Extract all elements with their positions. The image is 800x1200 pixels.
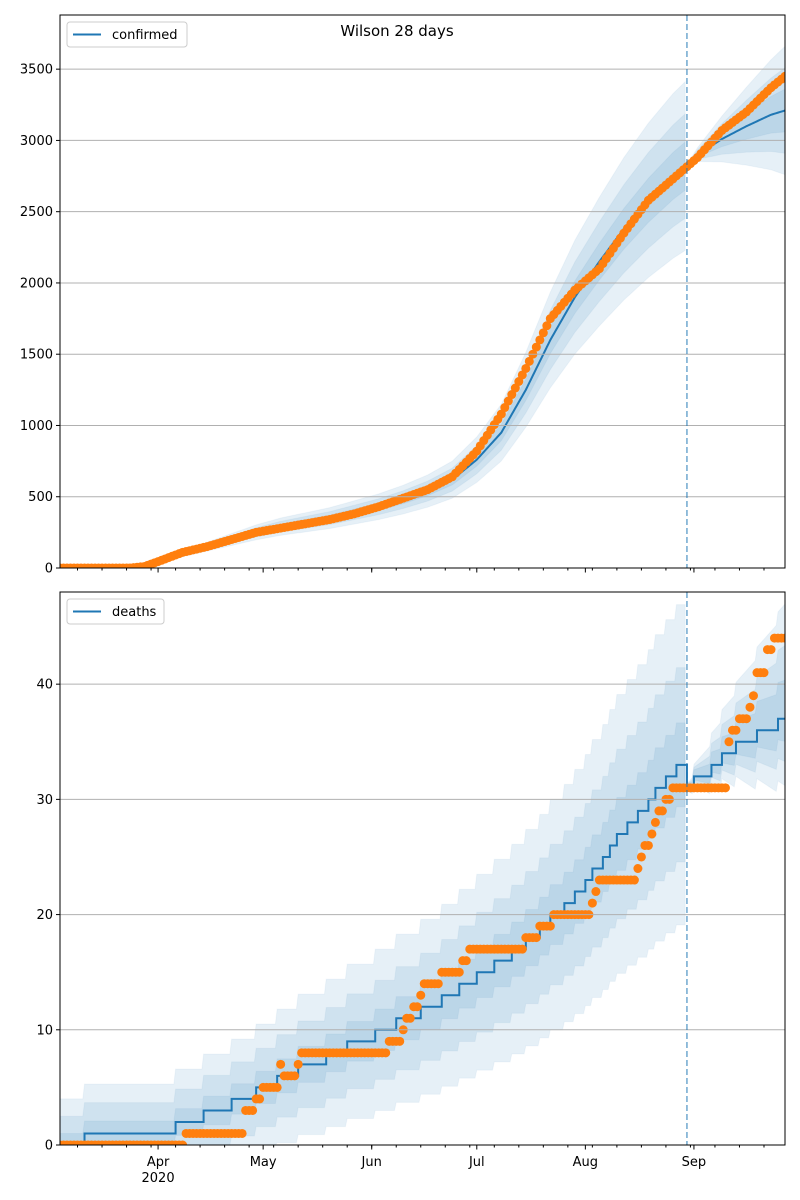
chart-title: Wilson 28 days xyxy=(340,22,454,40)
observed-point xyxy=(381,1048,391,1058)
y-tick-label: 500 xyxy=(28,490,53,505)
y-tick-label: 40 xyxy=(36,678,53,693)
y-tick-label: 0 xyxy=(45,1139,53,1154)
observed-point xyxy=(643,840,653,850)
observed-point xyxy=(178,1140,188,1145)
observed-point xyxy=(416,990,426,1000)
observed-point xyxy=(395,1036,405,1046)
observed-point xyxy=(633,864,643,873)
observed-point xyxy=(542,321,552,331)
observed-point xyxy=(741,714,751,724)
observed-point xyxy=(780,633,785,643)
panel-confirmed: 0 500 1000 1500 2000 2500 3000 3500 confirmed xyxy=(20,14,786,577)
confidence-band-1 xyxy=(60,112,686,568)
observed-point xyxy=(531,933,541,943)
observed-point xyxy=(731,725,741,735)
observed-point xyxy=(766,645,776,655)
y-tick-label: 1000 xyxy=(20,419,53,434)
x-tick-label: May xyxy=(250,1155,277,1170)
plot-area xyxy=(60,603,785,1145)
observed-point xyxy=(636,852,646,862)
observed-point xyxy=(724,737,734,747)
observed-point xyxy=(629,875,639,885)
observed-point xyxy=(237,1128,247,1138)
legend-box xyxy=(66,598,165,625)
x-tick-label: Jul xyxy=(468,1155,485,1170)
y-tick-label: 3500 xyxy=(20,63,53,78)
observed-point xyxy=(535,335,545,345)
observed-point xyxy=(647,829,657,839)
x-tick-year-label: 2020 xyxy=(142,1171,175,1186)
x-tick-label: Aug xyxy=(573,1155,598,1170)
observed-point xyxy=(454,967,464,977)
legend-label: deaths xyxy=(112,605,157,620)
observed-point xyxy=(545,921,555,931)
observed-point xyxy=(290,1071,300,1081)
y-tick-label: 0 xyxy=(45,562,53,577)
observed-point xyxy=(524,356,534,366)
confidence-band-0 xyxy=(686,679,785,792)
confidence-band-0 xyxy=(60,722,686,1145)
y-tick-label: 2000 xyxy=(20,276,53,291)
observed-point xyxy=(517,944,527,954)
y-tick-label: 10 xyxy=(36,1023,53,1038)
observed-point xyxy=(587,898,597,908)
observed-point xyxy=(538,328,548,338)
observed-point xyxy=(748,691,758,701)
legend-box xyxy=(66,21,188,48)
observed-point xyxy=(293,1059,303,1069)
confidence-band-2 xyxy=(60,80,686,568)
observed-point xyxy=(780,71,785,81)
plot-area xyxy=(60,45,785,568)
x-tick-label: Jun xyxy=(361,1155,382,1170)
observed-point xyxy=(405,1013,415,1023)
x-tick-label: Apr xyxy=(147,1155,170,1170)
observed-point xyxy=(759,668,769,678)
observed-point xyxy=(521,363,531,373)
confidence-band-2 xyxy=(60,604,686,1145)
y-tick-label: 20 xyxy=(36,908,53,923)
observed-point xyxy=(745,702,755,712)
y-tick-label: 30 xyxy=(36,793,53,808)
observed-point xyxy=(412,1002,422,1012)
observed-point xyxy=(248,1105,258,1115)
observed-point xyxy=(531,342,541,352)
axes-frame xyxy=(59,591,786,1146)
axes-frame xyxy=(59,14,786,569)
observed-point xyxy=(461,956,471,966)
observed-point xyxy=(276,1059,286,1069)
y-tick-label: 2500 xyxy=(20,205,53,220)
observed-point xyxy=(720,783,730,793)
observed-point xyxy=(433,979,443,989)
y-tick-label: 3000 xyxy=(20,134,53,149)
observed-point xyxy=(272,1082,282,1092)
legend-label: confirmed xyxy=(112,28,178,43)
observed-point xyxy=(650,817,660,827)
observed-point xyxy=(591,887,601,897)
model-median-line xyxy=(60,717,785,1145)
observed-point xyxy=(255,1094,265,1104)
x-tick-label: Sep xyxy=(682,1155,707,1170)
y-tick-label: 1500 xyxy=(20,348,53,363)
observed-point xyxy=(657,806,667,816)
